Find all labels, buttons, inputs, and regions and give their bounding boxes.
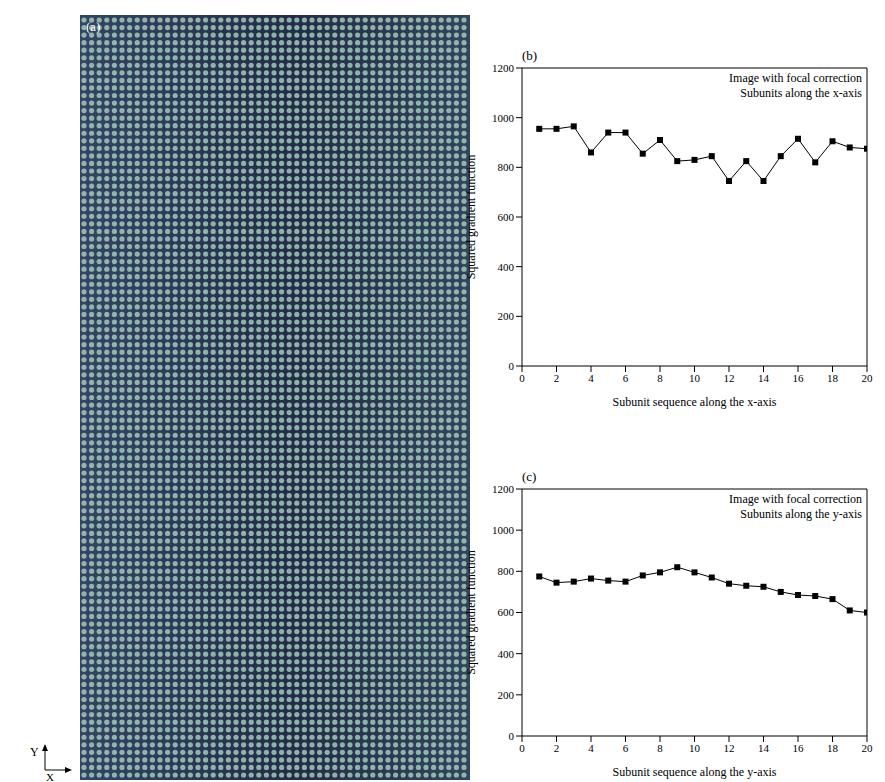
svg-text:16: 16 (793, 742, 805, 754)
html-text:Subunits along the y-axis: Subunits along the y-axis (740, 507, 862, 521)
svg-text:8: 8 (657, 742, 663, 754)
svg-text:800: 800 (498, 161, 515, 173)
svg-text:Subunit sequence along the y-a: Subunit sequence along the y-axis (613, 765, 777, 779)
svg-text:Squared gradient function: Squared gradient function (464, 550, 478, 675)
svg-text:18: 18 (827, 742, 839, 754)
svg-text:600: 600 (498, 211, 515, 223)
svg-text:1000: 1000 (492, 112, 515, 124)
svg-text:14: 14 (758, 742, 770, 754)
svg-text:1200: 1200 (492, 483, 515, 495)
svg-text:200: 200 (498, 310, 515, 322)
svg-text:10: 10 (689, 372, 701, 384)
svg-text:Y: Y (30, 745, 39, 759)
svg-text:Subunit sequence along the x-a: Subunit sequence along the x-axis (613, 395, 777, 409)
svg-text:Squared gradient function: Squared gradient function (464, 155, 478, 280)
svg-text:2: 2 (554, 372, 560, 384)
svg-text:600: 600 (498, 606, 515, 618)
svg-text:0: 0 (519, 742, 525, 754)
svg-text:(a): (a) (86, 19, 100, 34)
svg-text:14: 14 (758, 372, 770, 384)
html-text:(b): (b) (522, 48, 538, 63)
svg-text:20: 20 (862, 742, 874, 754)
svg-text:20: 20 (862, 372, 874, 384)
svg-text:12: 12 (724, 742, 735, 754)
svg-text:0: 0 (519, 372, 525, 384)
html-text:Image with focal correction: Image with focal correction (729, 71, 862, 85)
svg-text:6: 6 (623, 742, 629, 754)
svg-text:4: 4 (588, 372, 594, 384)
html-text:(c): (c) (522, 469, 537, 484)
html-text:Subunits along the x-axis: Subunits along the x-axis (740, 86, 862, 100)
svg-text:1200: 1200 (492, 62, 515, 74)
svg-text:400: 400 (498, 648, 515, 660)
svg-text:16: 16 (793, 372, 805, 384)
svg-text:0: 0 (509, 360, 515, 372)
svg-text:0: 0 (509, 730, 515, 742)
svg-text:1000: 1000 (492, 524, 515, 536)
svg-text:8: 8 (657, 372, 663, 384)
svg-text:4: 4 (588, 742, 594, 754)
svg-text:800: 800 (498, 565, 515, 577)
svg-text:12: 12 (724, 372, 735, 384)
svg-text:6: 6 (623, 372, 629, 384)
svg-text:18: 18 (827, 372, 839, 384)
svg-text:2: 2 (554, 742, 560, 754)
svg-text:400: 400 (498, 261, 515, 273)
html-text:Image with focal correction: Image with focal correction (729, 492, 862, 506)
svg-text:10: 10 (689, 742, 701, 754)
svg-text:200: 200 (498, 689, 515, 701)
svg-text:X: X (46, 771, 54, 782)
